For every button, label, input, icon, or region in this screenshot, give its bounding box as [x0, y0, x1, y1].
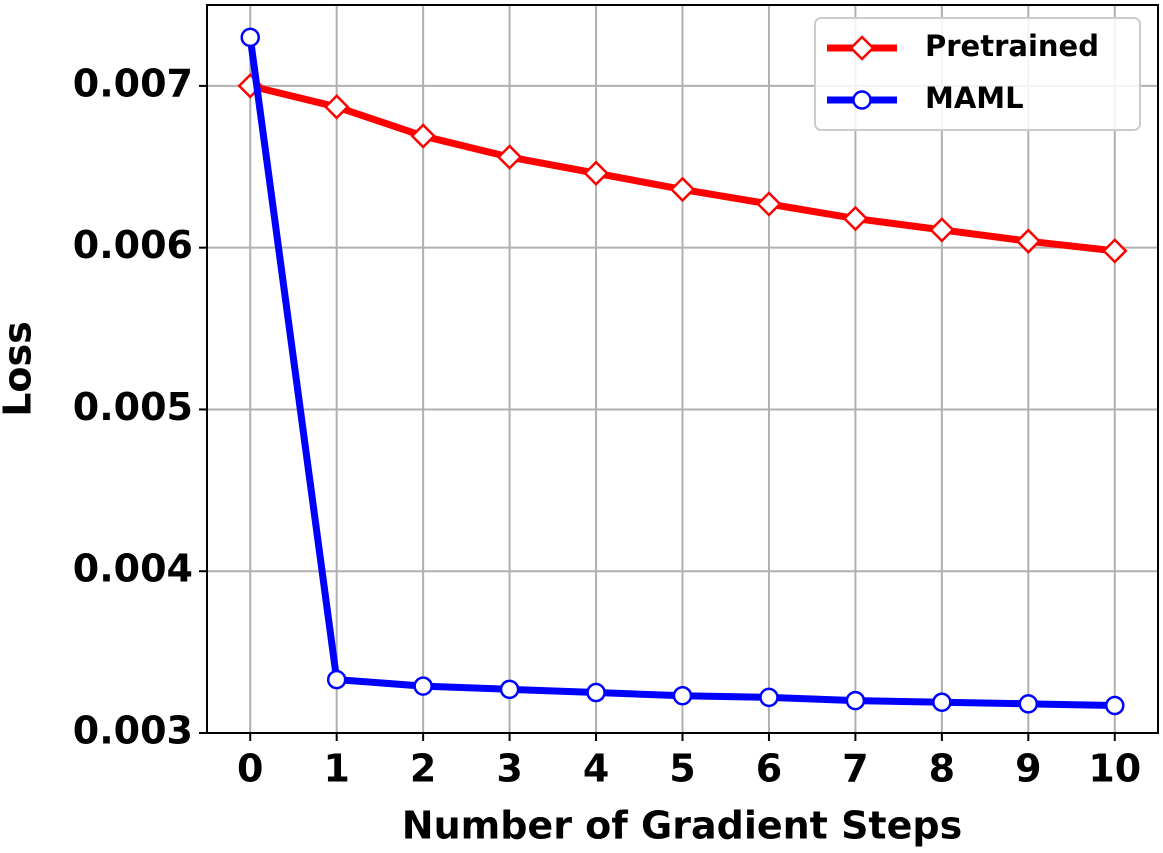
marker	[1018, 694, 1039, 714]
marker	[586, 682, 606, 703]
marker	[672, 686, 693, 706]
x-tick-label: 2	[410, 747, 436, 791]
y-tick-label: 0.007	[73, 61, 193, 105]
marker	[240, 27, 260, 48]
marker	[499, 679, 520, 700]
x-tick-label: 10	[1088, 747, 1141, 791]
marker	[410, 123, 436, 149]
x-tick-label: 4	[583, 747, 609, 791]
plot-frame	[206, 4, 1159, 734]
marker	[852, 90, 872, 110]
x-tick-label: 3	[496, 747, 522, 791]
x-tick-label: 5	[669, 747, 695, 791]
y-tick-label: 0.005	[73, 385, 193, 429]
marker	[756, 191, 782, 217]
y-tick-label: 0.004	[73, 547, 193, 591]
marker	[1105, 695, 1125, 716]
y-tick-label: 0.003	[73, 709, 193, 753]
marker	[929, 217, 955, 243]
x-tick-label: 9	[1015, 747, 1041, 791]
marker	[583, 160, 609, 187]
x-tick-label: 7	[842, 747, 868, 791]
marker	[845, 690, 866, 711]
marker	[669, 176, 696, 203]
marker	[1102, 238, 1128, 264]
x-tick-label: 8	[929, 747, 955, 791]
marker	[842, 205, 869, 232]
x-tick-label: 1	[323, 747, 349, 791]
marker	[326, 669, 347, 690]
y-tick-label: 0.006	[73, 223, 193, 267]
marker	[323, 94, 350, 120]
marker	[759, 687, 779, 708]
legend-label: MAML	[925, 81, 1024, 115]
y-axis-label: Loss	[0, 321, 40, 417]
x-axis-label: Number of Gradient Steps	[402, 804, 962, 848]
marker	[932, 692, 952, 713]
legend-label: Pretrained	[925, 29, 1099, 63]
x-tick-label: 0	[237, 747, 263, 791]
x-tick-label: 6	[756, 747, 782, 791]
marker	[1015, 228, 1042, 254]
marker	[413, 676, 433, 696]
marker	[849, 35, 875, 61]
marker	[496, 144, 523, 170]
